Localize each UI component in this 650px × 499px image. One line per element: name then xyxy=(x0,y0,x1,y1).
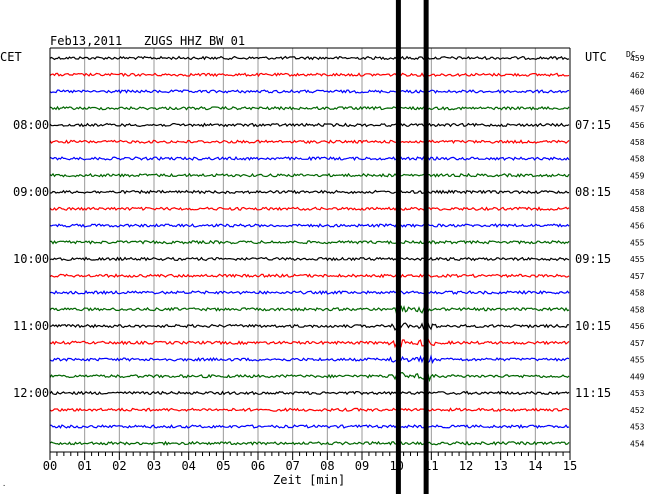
corner-mark: . xyxy=(2,480,6,488)
dc-offset-label: 458 xyxy=(630,205,645,214)
x-tick-label: 01 xyxy=(77,459,91,473)
cet-time-label: 10:00 xyxy=(13,252,49,266)
trace-line xyxy=(49,122,570,128)
dc-offset-label: 456 xyxy=(630,222,645,231)
dc-offset-label: 457 xyxy=(630,339,645,348)
trace-line xyxy=(49,440,570,446)
trace-line xyxy=(49,105,570,111)
trace-line xyxy=(49,139,570,145)
dc-offset-label: 449 xyxy=(630,372,645,381)
utc-timezone-label: UTC xyxy=(585,50,607,64)
x-tick-label: 14 xyxy=(528,459,542,473)
dc-offset-label: 454 xyxy=(630,439,645,448)
trace-line xyxy=(49,223,570,228)
trace-line xyxy=(49,407,570,413)
x-tick-label: 06 xyxy=(251,459,265,473)
dc-offset-label: 459 xyxy=(630,54,645,63)
trace-line xyxy=(49,273,570,279)
dc-offset-label: 458 xyxy=(630,188,645,197)
x-tick-label: 12 xyxy=(459,459,473,473)
dc-offset-label: 452 xyxy=(630,406,645,415)
dc-offset-label: 455 xyxy=(630,356,645,365)
x-tick-label: 11 xyxy=(424,459,438,473)
trace-line xyxy=(49,289,570,296)
trace-line xyxy=(49,172,570,178)
dc-offset-label: 455 xyxy=(630,238,645,247)
dc-offset-label: 458 xyxy=(630,155,645,164)
trace-line xyxy=(49,321,570,332)
cet-time-label: 09:00 xyxy=(13,185,49,199)
axis-labels: 00 01 02 03 04 05 06 07 08 09 10 11 12 13 14 15 08:00 09:… xyxy=(13,54,645,473)
dc-offset-label: 456 xyxy=(630,322,645,331)
utc-time-label: 08:15 xyxy=(575,185,611,199)
x-tick-label: 00 xyxy=(43,459,57,473)
utc-time-label: 07:15 xyxy=(575,118,611,132)
trace-line xyxy=(49,155,570,162)
x-tick-label: 07 xyxy=(285,459,299,473)
dc-offset-label: 457 xyxy=(630,272,645,281)
cet-timezone-label: CET xyxy=(0,50,22,64)
event-markers xyxy=(395,0,429,494)
dc-offset-label: 462 xyxy=(630,71,645,80)
trace-line xyxy=(49,256,570,262)
trace-line xyxy=(50,239,570,245)
trace-line xyxy=(49,370,570,383)
dc-offset-label: 457 xyxy=(630,104,645,113)
plot-frame xyxy=(49,47,571,460)
x-tick-label: 08 xyxy=(320,459,334,473)
dc-offset-label: 458 xyxy=(630,305,645,314)
cet-time-label: 12:00 xyxy=(13,386,49,400)
trace-line xyxy=(49,390,570,396)
dc-offset-label: 458 xyxy=(630,289,645,298)
trace-line xyxy=(49,424,570,430)
trace-lines xyxy=(49,55,570,446)
x-tick-label: 03 xyxy=(147,459,161,473)
utc-time-label: 10:15 xyxy=(575,319,611,333)
trace-line xyxy=(49,189,569,195)
x-tick-label: 04 xyxy=(181,459,195,473)
dc-offset-label: 456 xyxy=(630,121,645,130)
dc-column-header: DC xyxy=(626,50,636,59)
dc-offset-label: 458 xyxy=(630,138,645,147)
x-tick-label: 02 xyxy=(112,459,126,473)
x-tick-label: 09 xyxy=(355,459,369,473)
trace-line xyxy=(49,55,570,61)
x-tick-label: 05 xyxy=(216,459,230,473)
trace-line xyxy=(49,337,570,349)
dc-offset-label: 459 xyxy=(630,171,645,180)
dc-offset-label: 455 xyxy=(630,255,645,264)
cet-time-label: 11:00 xyxy=(13,319,49,333)
trace-line xyxy=(49,354,570,365)
plot-title: Feb13,2011 ZUGS HHZ BW 01 xyxy=(50,34,245,48)
trace-line xyxy=(49,72,570,78)
trace-line xyxy=(49,206,570,212)
utc-time-label: 09:15 xyxy=(575,252,611,266)
dc-offset-label: 453 xyxy=(630,423,645,432)
dc-offset-label: 460 xyxy=(630,88,645,97)
x-tick-label: 15 xyxy=(563,459,577,473)
trace-line xyxy=(49,89,570,94)
x-tick-label: 13 xyxy=(493,459,507,473)
dc-offset-label: 453 xyxy=(630,389,645,398)
x-axis-title: Zeit [min] xyxy=(273,473,345,487)
cet-time-label: 08:00 xyxy=(13,118,49,132)
trace-line xyxy=(49,304,570,316)
x-tick-label: 10 xyxy=(389,459,403,473)
utc-time-label: 11:15 xyxy=(575,386,611,400)
